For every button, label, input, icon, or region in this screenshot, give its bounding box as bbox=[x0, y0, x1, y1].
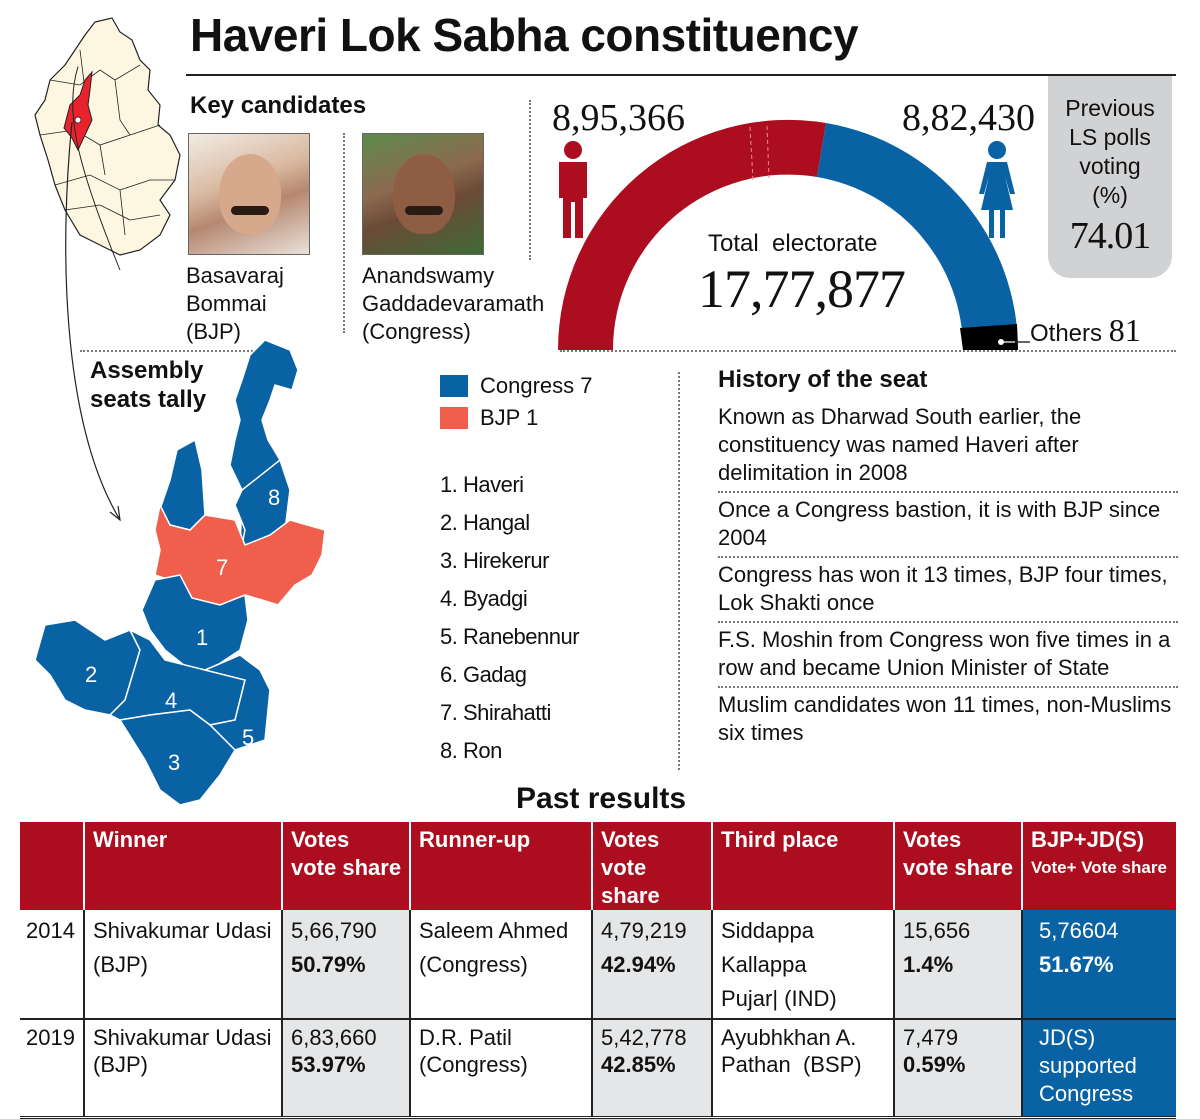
men-electorate-count: 8,95,366 bbox=[552, 97, 685, 139]
history-section: History of the seat Known as Dharwad Sou… bbox=[718, 366, 1178, 751]
col-year bbox=[20, 822, 84, 910]
map-label-7: 7 bbox=[216, 555, 228, 580]
map-label-8: 8 bbox=[268, 485, 280, 510]
map-label-2: 2 bbox=[85, 662, 97, 687]
female-icon bbox=[979, 141, 1015, 238]
seat-item: 8. Ron bbox=[440, 738, 502, 763]
map-label-4: 4 bbox=[165, 688, 177, 713]
pointer-arrow bbox=[65, 121, 121, 522]
seat-list: 1. Haveri 2. Hangal 3. Hirekerur 4. Byad… bbox=[440, 472, 580, 776]
col-third-place: Third place bbox=[711, 822, 894, 910]
seat-item: 3. Hirekerur bbox=[440, 548, 549, 573]
previous-polls-box: Previous LS polls voting (%) 74.01 bbox=[1048, 76, 1172, 278]
candidate-2-name: Anandswamy Gaddadevaramath (Congress) bbox=[362, 263, 545, 344]
col-third-votes: Votes vote share bbox=[893, 822, 1022, 910]
assembly-heading: Assembly seats tally bbox=[90, 357, 207, 413]
history-heading: History of the seat bbox=[718, 366, 928, 393]
table-row-2014: 2014 Shivakumar Udasi (BJP) 5,66,790 50.79… bbox=[20, 910, 1176, 1020]
history-item: Muslim candidates won 11 times, non-Musl… bbox=[718, 692, 1172, 745]
seat-item: 5. Ranebennur bbox=[440, 624, 580, 649]
past-results-heading: Past results bbox=[516, 782, 687, 815]
history-divider bbox=[678, 372, 680, 770]
key-candidates-heading: Key candidates bbox=[190, 92, 367, 119]
total-electorate-label: Total electorate bbox=[708, 230, 878, 257]
map-label-1: 1 bbox=[196, 625, 208, 650]
candidate-photo-bommai bbox=[188, 133, 310, 255]
section-divider bbox=[529, 100, 531, 260]
total-electorate-value: 17,77,877 bbox=[698, 259, 906, 319]
haveri-assembly-map: 1 2 3 4 5 6 7 8 bbox=[34, 339, 326, 806]
history-item: F.S. Moshin from Congress won five times… bbox=[718, 623, 1178, 688]
male-icon bbox=[559, 141, 587, 238]
others-count: 81 bbox=[1108, 312, 1141, 348]
assembly-legend: Congress 7 BJP 1 bbox=[440, 370, 593, 434]
candidate-divider bbox=[343, 133, 345, 333]
seat-item: 2. Hangal bbox=[440, 510, 530, 535]
seat-item: 7. Shirahatti bbox=[440, 700, 551, 725]
map-label-6: 6 bbox=[202, 480, 214, 505]
women-electorate-count: 8,82,430 bbox=[902, 97, 1035, 139]
col-winner: Winner bbox=[83, 822, 282, 910]
others-electorate: Others 81 bbox=[1030, 312, 1141, 348]
title-divider bbox=[186, 74, 1176, 76]
table-header-row: Winner Votes vote share Runner-up Votes vo… bbox=[20, 822, 1176, 910]
history-item: Known as Dharwad South earlier, the cons… bbox=[718, 400, 1178, 493]
row-divider-left bbox=[80, 350, 260, 352]
past-results-table: Winner Votes vote share Runner-up Votes vo… bbox=[20, 822, 1176, 1119]
history-item: Congress has won it 13 times, BJP four t… bbox=[718, 558, 1178, 623]
table-row-2019: 2019 Shivakumar Udasi (BJP) 6,83,660 53.97… bbox=[20, 1019, 1176, 1119]
col-runner-votes: Votes vote share bbox=[591, 822, 712, 910]
map-label-5: 5 bbox=[242, 725, 254, 750]
col-winner-votes: Votes vote share bbox=[281, 822, 410, 910]
candidate-1-name: Basavaraj Bommai (BJP) bbox=[186, 263, 284, 344]
seat-item: 1. Haveri bbox=[440, 472, 524, 497]
col-bjp-jds: BJP+JD(S) Vote+ Vote share bbox=[1021, 822, 1176, 910]
seat-item: 4. Byadgi bbox=[440, 586, 528, 611]
previous-polls-value: 74.01 bbox=[1069, 215, 1152, 257]
legend-congress: Congress 7 bbox=[440, 370, 593, 402]
map-label-3: 3 bbox=[168, 750, 180, 775]
history-item: Once a Congress bastion, it is with BJP … bbox=[718, 493, 1178, 558]
row-divider-right bbox=[560, 350, 1176, 352]
congress-swatch bbox=[440, 375, 468, 397]
bjp-swatch bbox=[440, 407, 468, 429]
col-runner-up: Runner-up bbox=[409, 822, 592, 910]
candidate-photo-gaddadevaramath bbox=[362, 133, 484, 255]
legend-bjp: BJP 1 bbox=[440, 402, 593, 434]
electorate-gauge bbox=[557, 119, 1030, 350]
page-title: Haveri Lok Sabha constituency bbox=[190, 9, 859, 61]
seat-item: 6. Gadag bbox=[440, 662, 527, 687]
